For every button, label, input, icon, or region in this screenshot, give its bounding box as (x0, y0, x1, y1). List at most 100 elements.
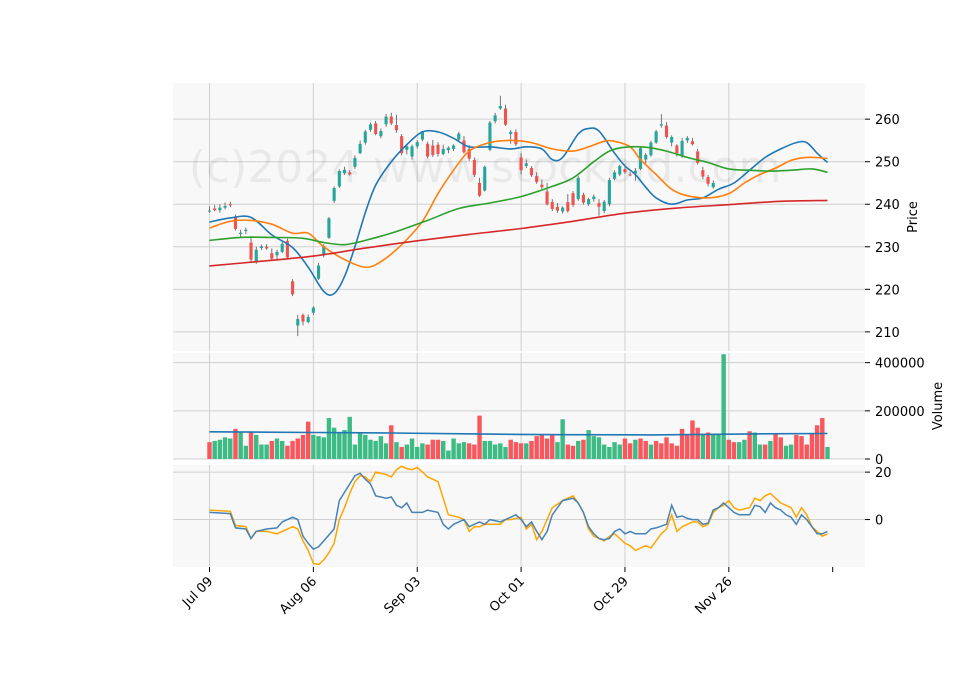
candle-body (363, 131, 367, 143)
candle-body (711, 182, 715, 188)
volume-bar (555, 442, 560, 459)
candle-body (265, 246, 269, 249)
candle-body (426, 143, 430, 157)
volume-bar (726, 439, 732, 459)
candle-body (296, 319, 300, 326)
volume-bar (399, 446, 404, 459)
volume-bar (737, 442, 742, 459)
candle-body (649, 142, 653, 156)
candle-body (394, 125, 399, 131)
x-tick-label: Aug 06 (277, 574, 320, 617)
candle-body (327, 218, 331, 238)
candle-body (493, 115, 497, 122)
candle-body (244, 229, 248, 232)
candle-body (218, 207, 222, 211)
volume-bar (690, 420, 695, 459)
volume-bar (539, 434, 545, 459)
volume-bar (347, 416, 352, 459)
moving-average-line (209, 145, 828, 246)
volume-bar (233, 428, 238, 459)
volume-bar (389, 425, 394, 459)
volume-bar (342, 430, 347, 459)
volume-bar (383, 443, 389, 459)
candle-body (207, 210, 212, 212)
candle-body (696, 151, 700, 163)
volume-bar (524, 443, 529, 459)
y-tick-label: 240 (875, 198, 900, 213)
y-tick-label: 20 (875, 466, 892, 481)
volume-bar (705, 432, 711, 459)
volume-bar (222, 437, 228, 459)
candle-body (472, 159, 476, 175)
volume-bar (321, 437, 326, 459)
candle-body (446, 147, 450, 151)
x-tick-label: Nov 26 (692, 574, 735, 617)
volume-bar (757, 444, 763, 459)
y-tick-label: 250 (875, 156, 900, 171)
volume-bar (440, 440, 446, 459)
volume-bar (627, 443, 633, 459)
volume-bar (596, 437, 602, 459)
volume-bar (768, 440, 773, 459)
candle-body (535, 176, 539, 183)
candle-body (685, 137, 689, 141)
volume-bar (238, 432, 243, 459)
volume-bar (778, 437, 783, 459)
candle-body (420, 132, 424, 140)
candle-body (587, 199, 591, 205)
volume-bar (331, 427, 337, 459)
candle-body (576, 177, 580, 200)
candle-body (249, 242, 253, 260)
candle-body (571, 193, 575, 206)
candle-body (374, 123, 378, 135)
candle-body (498, 105, 502, 109)
candle-body (379, 131, 383, 137)
volume-bar (565, 444, 571, 459)
volume-bar (508, 439, 513, 459)
volume-bar (648, 444, 654, 459)
candle-body (644, 154, 648, 160)
volume-bar (804, 444, 809, 459)
volume-bar (544, 438, 550, 459)
volume-bars (207, 354, 830, 459)
volume-bar (591, 436, 597, 459)
volume-bar (420, 443, 425, 459)
volume-bar (794, 434, 799, 459)
candle-body (228, 204, 232, 206)
volume-bar (643, 440, 648, 459)
volume-bar (425, 444, 430, 459)
candle-body (384, 116, 388, 125)
volume-bar (274, 438, 280, 459)
candle-body (275, 251, 279, 256)
candle-body (467, 148, 471, 159)
volume-bar (669, 443, 674, 459)
volume-bar (529, 440, 534, 459)
volume-bar (498, 443, 503, 459)
volume-bar (217, 439, 223, 459)
candle-body (607, 179, 611, 205)
candle-body (623, 168, 627, 173)
candle-body (436, 144, 440, 155)
candle-body (306, 316, 310, 323)
volume-bar (254, 434, 259, 459)
volume-bar (581, 439, 586, 459)
volume-bar (716, 434, 721, 459)
candle-body (353, 157, 357, 167)
candlesticks (207, 95, 715, 337)
candle-body (400, 136, 404, 154)
volume-bar (212, 440, 217, 459)
candle-body (602, 201, 606, 212)
volume-bar (430, 439, 436, 459)
volume-bar (269, 440, 275, 459)
volume-bar (659, 443, 664, 459)
candle-body (555, 206, 560, 211)
volume-bar (435, 439, 441, 459)
oscillator-line (209, 465, 828, 566)
volume-bar (311, 434, 316, 459)
volume-bar (352, 444, 358, 459)
candle-body (597, 202, 601, 207)
volume-bar (664, 437, 669, 459)
candle-body (618, 165, 622, 175)
price-panel-bg (173, 83, 865, 351)
